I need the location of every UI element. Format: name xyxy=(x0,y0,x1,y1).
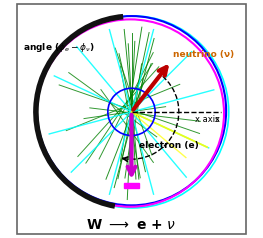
Text: electron (e): electron (e) xyxy=(139,140,198,149)
Text: x axis: x axis xyxy=(195,115,220,124)
Text: x: x xyxy=(214,115,219,124)
Text: W $\longrightarrow$ e + $\nu$: W $\longrightarrow$ e + $\nu$ xyxy=(86,218,177,232)
Text: neutrino (ν): neutrino (ν) xyxy=(174,50,235,59)
Bar xyxy=(124,183,139,188)
Text: angle ($\phi_e - \phi_\nu$): angle ($\phi_e - \phi_\nu$) xyxy=(23,41,94,54)
